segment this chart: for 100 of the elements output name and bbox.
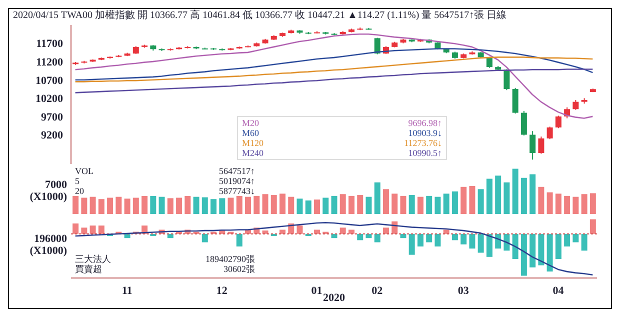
bar: [374, 182, 380, 214]
bar: [530, 174, 536, 214]
annotation: 5877743↓: [219, 186, 255, 196]
bar: [564, 234, 570, 246]
bar: [546, 234, 553, 272]
bar: [322, 198, 329, 214]
bar: [348, 230, 354, 234]
annotation: 三大法人: [75, 254, 112, 264]
candlestick: [572, 99, 579, 110]
bar: [478, 189, 484, 214]
bar: [581, 234, 588, 251]
bar: [314, 200, 320, 214]
bar: [210, 199, 217, 214]
annotation: 買賣超: [75, 264, 103, 274]
y-tick-label: 11700: [36, 38, 64, 50]
annotation: 11273.76↓: [404, 138, 442, 148]
x-tick-label: 03: [458, 284, 470, 297]
bar: [572, 234, 579, 242]
bar: [296, 226, 303, 234]
bar: [417, 196, 424, 214]
bar: [460, 186, 467, 214]
bar: [417, 234, 424, 246]
bar: [72, 196, 79, 214]
bar: [158, 196, 165, 214]
text: M60: [242, 128, 260, 138]
bar: [564, 196, 570, 214]
text: M240: [242, 148, 264, 158]
chart-title: 2020/04/15 TWA00 加權指數 開 10366.77 高 10461.84 低 10366.77 收 10447.21 ▲114.27 (1.11%) 量 5647517↑張 日線: [12, 9, 508, 22]
x-tick-label: 02: [372, 284, 384, 297]
bar: [357, 234, 364, 240]
candlestick: [538, 136, 544, 154]
bar: [340, 228, 346, 234]
annotation: 30602張: [222, 264, 255, 274]
bar: [98, 226, 104, 234]
bar: [572, 196, 579, 214]
bar: [219, 198, 226, 214]
bar: [202, 197, 208, 214]
annotation: 20: [75, 186, 85, 196]
bar: [90, 196, 96, 214]
bar: [348, 196, 354, 214]
bar: [486, 178, 492, 214]
bar: [426, 196, 432, 214]
bar: [504, 182, 510, 214]
bar: [81, 228, 88, 234]
bar: [254, 196, 260, 214]
x-tick-label: 01: [311, 284, 322, 297]
bar: [555, 234, 562, 260]
y-tick-label: 10200: [36, 93, 64, 106]
y-tick-label: 9200: [41, 130, 64, 142]
bar: [228, 198, 234, 214]
bar: [296, 198, 303, 214]
annotation: 189402790張: [206, 254, 255, 264]
bar: [90, 226, 96, 234]
bar: [124, 234, 130, 238]
bar: [469, 234, 476, 249]
bar: [184, 196, 191, 214]
x-tick-label: 12: [216, 284, 228, 297]
bar: [538, 186, 544, 214]
bar: [400, 234, 406, 238]
bar: [366, 234, 372, 238]
bar: [530, 234, 536, 268]
bar: [262, 194, 268, 214]
bar: [176, 198, 182, 214]
bar: [555, 194, 562, 214]
bar: [469, 186, 476, 214]
bar: [382, 189, 389, 214]
bar: [382, 228, 389, 234]
bar: [434, 196, 441, 214]
bar: [193, 196, 200, 214]
bar: [305, 200, 312, 214]
y-tick-label: 9700: [41, 111, 64, 124]
bar: [590, 193, 596, 214]
bar: [581, 194, 588, 214]
bar: [443, 230, 450, 234]
bar: [202, 234, 208, 242]
text: M20: [242, 118, 260, 128]
line-series: [74, 56, 594, 82]
bar: [116, 196, 122, 214]
x-axis-title: 2020: [323, 292, 345, 304]
candlestick: [530, 130, 536, 160]
bar: [546, 192, 553, 214]
annotation: 5019074↑: [219, 176, 255, 186]
y-axis-title: 196000 (X1000): [28, 233, 67, 258]
bar: [331, 196, 338, 214]
bar: [400, 196, 406, 214]
bar: [538, 234, 544, 266]
x-tick-label: 11: [122, 284, 132, 297]
bar: [340, 194, 346, 214]
bar: [512, 234, 518, 260]
bar: [142, 195, 148, 214]
bar: [150, 196, 156, 214]
bar: [443, 194, 450, 214]
bar: [434, 234, 441, 246]
annotation: 5647517↑: [219, 166, 255, 176]
text: M120: [242, 138, 264, 148]
bar: [236, 234, 242, 246]
annotation: 10903.9↓: [408, 128, 442, 138]
line-series: [74, 33, 594, 119]
bar: [520, 234, 527, 276]
bar: [81, 198, 88, 214]
